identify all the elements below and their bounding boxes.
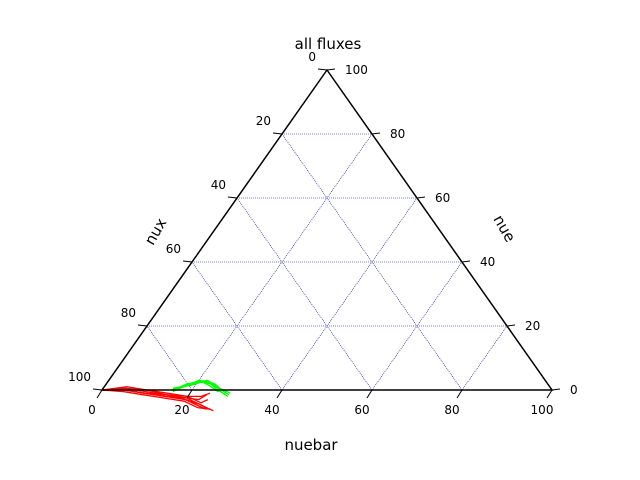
tick-label-left: 60 <box>166 242 181 256</box>
tick-label-bottom: 100 <box>531 403 554 417</box>
tick-label-right: 40 <box>480 255 495 269</box>
bottom-axis-label: nuebar <box>284 436 338 454</box>
series-0-curve-4 <box>172 379 229 397</box>
tick-marks <box>92 68 561 399</box>
tick-left <box>317 68 328 71</box>
grid-line-nuebar <box>371 261 463 391</box>
data-curves <box>101 379 231 412</box>
grid-line-nux <box>146 325 193 391</box>
tick-label-right: 80 <box>390 127 405 141</box>
grid-line-nux <box>236 197 373 391</box>
grid-lines <box>146 133 508 391</box>
tick-labels: 0 100 0 20 80 20 40 60 40 60 40 60 80 20 80 100 0 100 <box>68 50 578 417</box>
tick-label-bottom: 80 <box>444 403 459 417</box>
triangle-frame <box>100 68 554 391</box>
tick-left <box>137 324 148 327</box>
tick-label-bottom: 60 <box>354 403 369 417</box>
tick-bottom <box>276 389 283 399</box>
tick-left <box>182 260 193 263</box>
tick-label-left: 20 <box>256 114 271 128</box>
tick-right <box>506 324 516 327</box>
grid-line-nuebar <box>281 197 418 391</box>
tick-right <box>551 388 561 391</box>
tick-label-right: 0 <box>570 383 578 397</box>
tick-bottom <box>456 389 463 399</box>
chart-title: all fluxes <box>295 35 362 53</box>
tick-label-right: 100 <box>345 63 368 77</box>
right-axis-label: nue <box>489 212 519 245</box>
tick-right <box>326 68 336 71</box>
triangle-outline <box>100 68 554 391</box>
tick-right <box>371 132 381 135</box>
tick-label-right: 60 <box>435 191 450 205</box>
grid-line-nux <box>191 261 283 391</box>
tick-bottom <box>96 389 103 399</box>
tick-left <box>272 132 283 135</box>
tick-label-bottom: 40 <box>264 403 279 417</box>
grid-line-nuebar <box>461 325 508 391</box>
series-1-curve-3 <box>101 386 209 404</box>
tick-bottom <box>546 389 553 399</box>
tick-bottom <box>186 389 193 399</box>
series-1-curve-2 <box>101 389 211 410</box>
tick-left <box>92 388 103 391</box>
tick-left <box>227 196 238 199</box>
tick-label-left: 0 <box>308 50 316 64</box>
tick-label-bottom: 0 <box>88 403 96 417</box>
tick-label-bottom: 20 <box>174 403 189 417</box>
tick-right <box>461 260 471 263</box>
tick-right <box>416 196 426 199</box>
tick-label-right: 20 <box>525 319 540 333</box>
tick-label-left: 100 <box>68 370 91 384</box>
tick-label-left: 80 <box>121 306 136 320</box>
tick-bottom <box>366 389 373 399</box>
tick-label-left: 40 <box>211 178 226 192</box>
